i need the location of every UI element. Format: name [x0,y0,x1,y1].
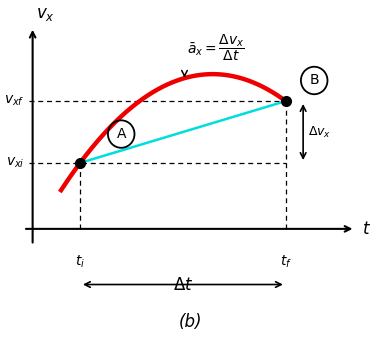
Text: $t_f$: $t_f$ [280,254,292,270]
Text: $v_{xi}$: $v_{xi}$ [6,156,25,170]
Text: A: A [116,127,126,141]
Text: $\Delta v_x$: $\Delta v_x$ [308,125,331,140]
Text: $t_i$: $t_i$ [75,254,85,270]
Text: $t$: $t$ [362,220,371,238]
Text: $\Delta t$: $\Delta t$ [173,276,193,294]
Text: $v_x$: $v_x$ [36,5,55,23]
Text: (b): (b) [179,313,203,331]
Text: B: B [309,73,319,88]
Text: $\bar{a}_x = \dfrac{\Delta v_x}{\Delta t}$: $\bar{a}_x = \dfrac{\Delta v_x}{\Delta t… [187,32,245,63]
Text: $v_{xf}$: $v_{xf}$ [4,94,25,108]
